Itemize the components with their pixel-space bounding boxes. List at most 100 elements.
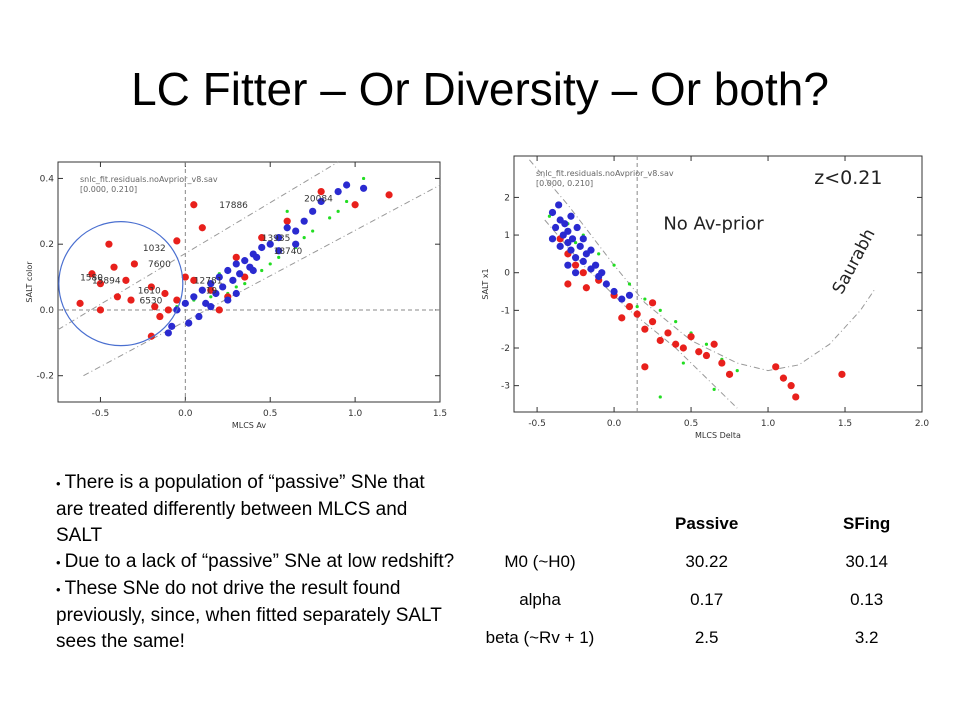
red-data-point (147, 283, 155, 291)
table-cell: alpha (519, 590, 561, 609)
file-label: snlc_fit.residuals.noAvprior_v8.sav (80, 175, 218, 184)
y-tick-label: 0.2 (40, 240, 54, 250)
highlight-circle (58, 221, 184, 347)
table-cell: 30.22 (685, 552, 728, 571)
red-data-point (76, 299, 84, 307)
blue-data-point (360, 184, 368, 192)
table-header-cell (465, 505, 615, 543)
blue-data-point (625, 291, 634, 299)
green-data-point (268, 262, 272, 266)
blue-data-point (212, 289, 220, 298)
sn-label: 15894 (92, 277, 121, 287)
red-data-point (173, 296, 181, 304)
green-data-point (336, 209, 340, 213)
blue-data-point (618, 295, 626, 303)
red-data-point (718, 359, 726, 367)
blue-data-point (253, 253, 261, 261)
blue-data-point (275, 247, 283, 255)
blue-data-point (334, 187, 342, 196)
green-data-point (277, 255, 281, 259)
y-tick-label: 0 (504, 269, 510, 279)
blue-data-point (610, 287, 618, 296)
red-data-point (232, 253, 240, 261)
red-data-point (579, 269, 587, 277)
blue-data-point (215, 273, 223, 281)
blue-data-point (568, 235, 577, 243)
sn-label: 20084 (304, 194, 333, 204)
blue-data-point (579, 235, 587, 243)
y-tick-label: -0.2 (36, 372, 54, 382)
red-data-point (695, 348, 703, 356)
envelope-line (57, 161, 339, 331)
blue-data-point (266, 240, 274, 248)
sn-label: 12781 (194, 277, 223, 287)
red-data-point (656, 336, 664, 345)
red-data-point (641, 363, 649, 371)
red-data-point (725, 370, 734, 378)
green-data-point (635, 304, 639, 309)
blue-data-point (224, 266, 232, 275)
blue-data-point (258, 243, 266, 252)
x-tick-label: -0.5 (528, 419, 546, 429)
y-tick-label: 2 (504, 193, 510, 203)
sn-label: 17886 (219, 201, 248, 211)
green-data-point (674, 320, 678, 324)
red-data-point (582, 284, 590, 292)
blue-data-point (576, 242, 584, 250)
blue-data-point (598, 269, 606, 277)
bullet-item: • Due to a lack of “passive” SNe at low r… (56, 549, 456, 576)
x-tick-label: 1.5 (433, 409, 447, 419)
green-data-point (328, 216, 332, 220)
range-label: [0.000, 0.210] (80, 185, 137, 194)
red-data-point (147, 332, 155, 340)
red-data-point (122, 276, 130, 284)
annotation-saurabh: Saurabh (829, 226, 880, 298)
red-data-point (772, 363, 780, 371)
blue-data-point (207, 280, 215, 288)
red-data-point (96, 280, 105, 288)
envelope-curve (529, 159, 877, 372)
blue-data-point (241, 257, 249, 265)
blue-data-point (573, 223, 581, 232)
blue-data-point (224, 296, 232, 304)
blue-data-point (548, 208, 557, 217)
red-data-point (181, 273, 189, 281)
bullet-dot: • (56, 582, 61, 597)
blue-data-point (592, 261, 600, 269)
red-data-point (664, 329, 672, 337)
blue-data-point (548, 235, 557, 243)
blue-data-point (275, 234, 283, 242)
blue-data-point (551, 223, 560, 232)
y-tick-label: 1 (504, 231, 510, 241)
blue-data-point (232, 260, 240, 268)
envelope-line (83, 184, 441, 377)
x-tick-label: 0.0 (178, 409, 193, 419)
green-data-point (547, 214, 552, 218)
sn-label: 7600 (148, 260, 171, 270)
x-axis-label: MLCS Delta (695, 431, 741, 440)
table-header-row: Passive SFing (465, 505, 935, 543)
blue-data-point (556, 242, 564, 250)
red-data-point (838, 370, 846, 378)
chart-left-svg: -0.5 0.0 0.5 1.0 1.5 -0.2 0.0 0.2 0.4 MLCS Av SALT… (25, 161, 447, 430)
red-data-point (641, 325, 649, 333)
red-data-point (173, 237, 181, 245)
bullet-dot: • (56, 555, 61, 570)
green-data-point (658, 395, 662, 399)
blue-data-point (561, 220, 569, 228)
table-cell: beta (~Rv + 1) (485, 628, 595, 647)
blue-data-point (229, 276, 237, 284)
red-data-point (672, 340, 680, 348)
red-data-point (190, 276, 198, 284)
green-data-point (362, 176, 366, 181)
bullet-list: • There is a population of “passive” SNe … (56, 470, 456, 655)
red-data-point (198, 224, 206, 232)
green-data-point (643, 297, 647, 301)
red-data-point (130, 260, 138, 268)
blue-data-point (564, 261, 572, 269)
red-data-point (156, 312, 164, 321)
table-cell: 3.2 (854, 628, 879, 647)
red-data-point (317, 187, 325, 196)
green-data-point (243, 282, 247, 286)
sn-label: 19 (206, 287, 218, 297)
